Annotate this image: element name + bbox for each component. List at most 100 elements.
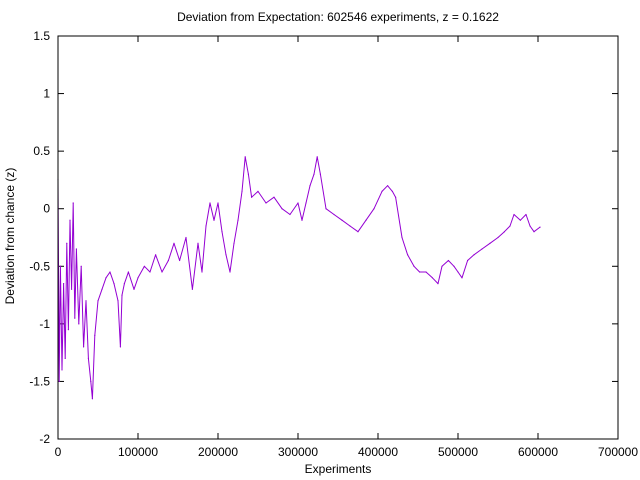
x-axis-label: Experiments	[305, 462, 372, 476]
data-point	[297, 202, 299, 204]
data-point	[539, 226, 541, 228]
data-point	[401, 236, 403, 239]
data-point	[453, 265, 455, 267]
x-tick-label: 200000	[198, 445, 238, 459]
data-point	[191, 288, 193, 290]
data-point	[509, 225, 511, 227]
data-point	[233, 242, 235, 244]
data-point	[201, 271, 203, 273]
data-point	[437, 283, 439, 285]
data-point	[391, 190, 393, 192]
data-point	[289, 213, 291, 216]
data-point	[441, 265, 443, 267]
data-point	[91, 398, 93, 400]
data-point	[90, 380, 92, 382]
data-point	[119, 346, 121, 348]
data-point	[309, 185, 311, 187]
data-point	[109, 271, 111, 273]
data-point	[123, 283, 125, 285]
x-tick-label: 700000	[598, 445, 638, 459]
data-point	[461, 277, 463, 279]
data-point	[167, 259, 169, 262]
data-point	[61, 369, 63, 371]
data-point	[301, 219, 303, 221]
y-tick-label: -1	[39, 317, 50, 331]
data-point	[525, 213, 527, 216]
data-point	[316, 156, 318, 158]
data-point	[357, 231, 359, 233]
y-tick-label: -0.5	[29, 259, 50, 273]
data-point	[83, 346, 85, 348]
data-point	[74, 317, 76, 319]
data-point	[205, 225, 207, 227]
data-point	[69, 219, 71, 221]
data-point	[87, 357, 89, 359]
data-point	[457, 271, 459, 273]
data-point	[447, 259, 449, 262]
data-point	[265, 202, 267, 204]
data-point	[533, 231, 535, 233]
data-point	[349, 225, 351, 227]
data-point	[387, 185, 389, 187]
data-point	[225, 254, 227, 256]
data-point	[66, 242, 68, 244]
data-point	[373, 208, 375, 210]
x-tick-label: 300000	[278, 445, 318, 459]
y-tick-label: 1.5	[33, 29, 50, 43]
data-point	[395, 196, 397, 198]
chart-title: Deviation from Expectation: 602546 exper…	[177, 10, 499, 24]
data-point	[325, 208, 327, 210]
data-point	[75, 248, 77, 250]
y-tick-label: 0	[43, 202, 50, 216]
data-point	[381, 190, 383, 192]
data-point	[313, 173, 315, 175]
data-point	[273, 196, 275, 198]
y-tick-label: -1.5	[29, 374, 50, 388]
data-point	[319, 173, 321, 175]
axis-ticks: 0 100000 200000 300000 400000 500000 600000 700…	[29, 29, 638, 459]
data-point	[481, 248, 483, 250]
data-point	[185, 236, 187, 239]
y-axis-label: Deviation from chance (z)	[3, 168, 17, 305]
data-point	[149, 271, 151, 273]
data-point	[519, 219, 522, 221]
data-point	[105, 277, 107, 279]
data-point	[155, 254, 157, 256]
data-point	[503, 231, 505, 233]
data-point	[78, 323, 80, 325]
y-tick-label: 1	[43, 87, 50, 101]
data-point	[281, 208, 283, 210]
data-point	[173, 242, 175, 244]
data-point	[247, 173, 249, 175]
data-point	[117, 300, 119, 302]
data-point	[365, 219, 367, 221]
data-point	[407, 254, 409, 256]
y-tick-label: -2	[39, 432, 50, 446]
data-point	[529, 225, 531, 227]
data-point	[94, 334, 96, 336]
x-tick-label: 500000	[438, 445, 478, 459]
data-point	[341, 219, 343, 221]
data-point	[489, 242, 491, 244]
data-point	[67, 329, 69, 331]
data-point	[179, 259, 181, 262]
x-tick-label: 600000	[518, 445, 558, 459]
data-point	[197, 242, 199, 244]
data-point	[143, 265, 145, 267]
data-point	[217, 202, 219, 204]
data-point	[221, 231, 223, 233]
data-point	[237, 219, 239, 221]
data-point	[72, 202, 74, 204]
data-point	[97, 300, 99, 302]
plot-area	[57, 156, 541, 400]
data-point	[63, 283, 65, 285]
data-point	[473, 254, 475, 256]
data-point	[251, 196, 253, 198]
data-point	[229, 271, 231, 273]
data-point	[305, 202, 307, 204]
data-point	[101, 288, 103, 290]
data-point	[241, 190, 243, 192]
data-point	[419, 271, 421, 273]
data-point	[121, 294, 123, 296]
